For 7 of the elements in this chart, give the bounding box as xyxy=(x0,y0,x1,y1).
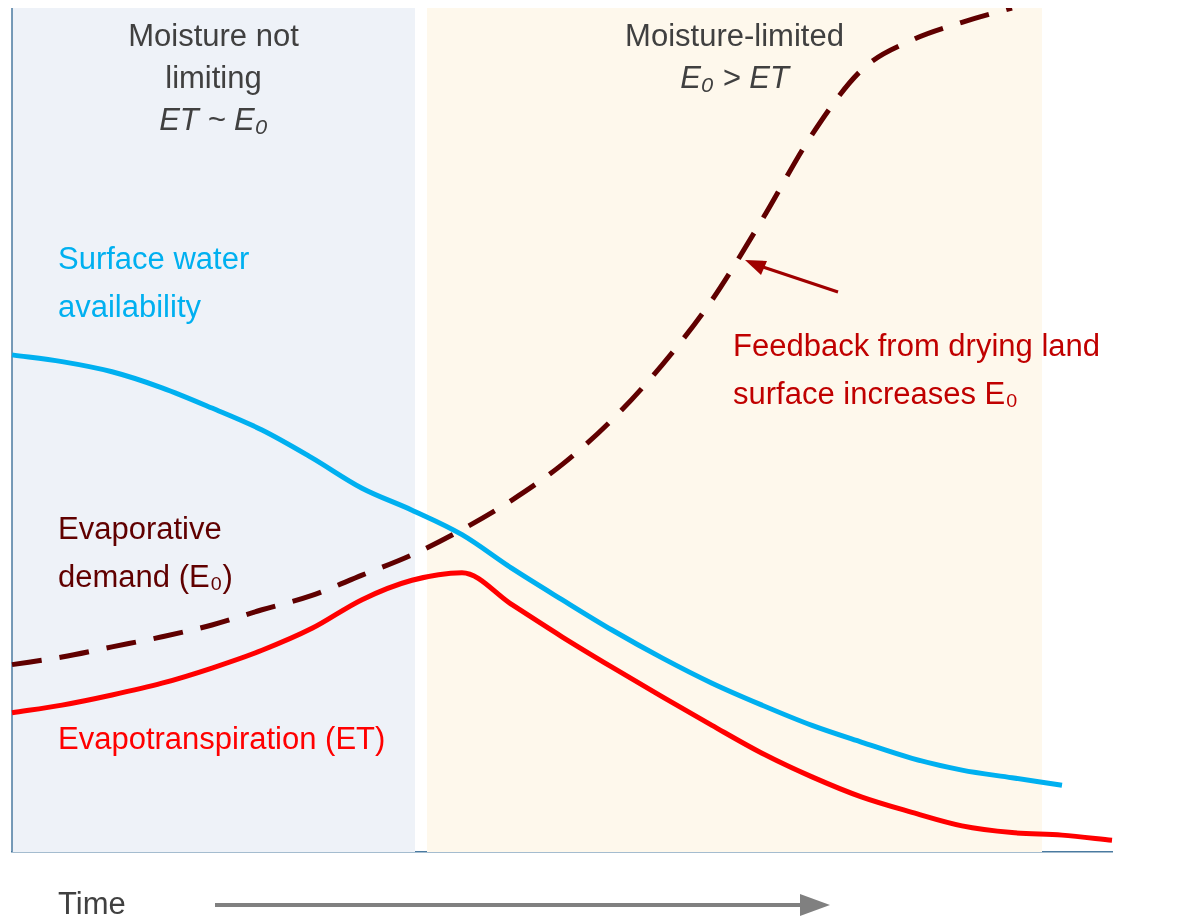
annotation: Moisture-limited E₀ > ET xyxy=(625,18,844,96)
x-axis-title: Time xyxy=(58,885,126,921)
series-label: Evaporative demand (E₀) xyxy=(58,511,233,595)
series-label: Surface water availability xyxy=(58,240,250,324)
annotation: Moisture not limiting ET ~ E₀ xyxy=(128,18,300,138)
annotation: Feedback from drying land surface increases E₀ xyxy=(733,327,1101,411)
series-label: Evapotranspiration (ET) xyxy=(58,721,386,757)
